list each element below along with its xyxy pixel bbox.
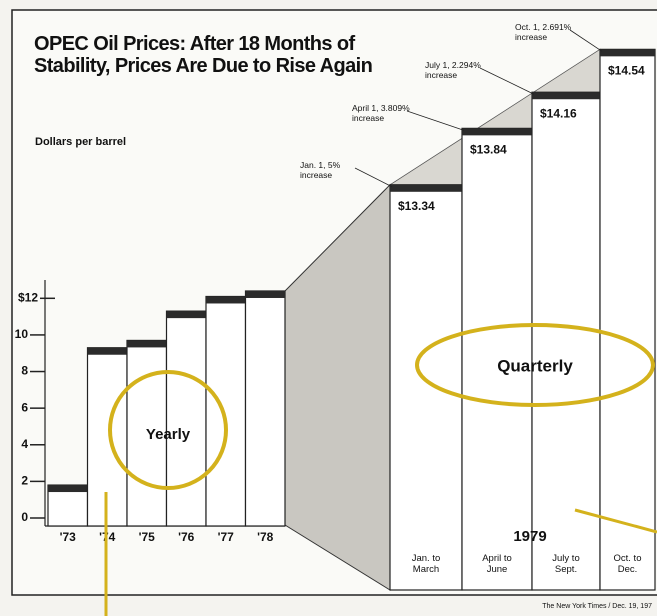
bar	[244, 290, 286, 527]
bar-cap	[166, 311, 206, 319]
leader-line	[406, 110, 465, 131]
y-tick-label: 2	[21, 474, 28, 488]
x-tick-label-box: Oct. to Dec.	[613, 553, 642, 575]
title-box: OPEC Oil Prices: After 18 Months of Stab…	[34, 33, 373, 77]
bar-cap	[390, 184, 462, 192]
chart-title: OPEC Oil Prices: After 18 Months of Stab…	[34, 33, 373, 77]
x-tick-label-box: April to June	[482, 553, 512, 575]
y-tick-label: 4	[21, 437, 28, 451]
bar-cap	[462, 128, 532, 136]
bar-cap	[206, 296, 246, 304]
annotation: Oct. 1, 2.691% increase	[515, 22, 572, 42]
x-tick-label-box: July to Sept.	[552, 553, 580, 575]
bar	[599, 48, 656, 591]
bar	[165, 310, 207, 527]
panel-label: Quarterly	[497, 356, 573, 375]
leader-line	[479, 67, 535, 95]
annotation-box: Jan. 1, 5% increase	[300, 160, 341, 180]
bar-cap	[87, 347, 127, 355]
bar-cap	[48, 485, 88, 493]
x-tick-label: July to Sept.	[552, 553, 580, 575]
highlight-circle	[108, 370, 228, 490]
y-tick-label: 8	[21, 364, 28, 378]
x-tick-label: April to June	[482, 553, 512, 575]
subtitle: Dollars per barrel	[35, 136, 126, 148]
panel-label: Yearly	[146, 426, 191, 443]
bar	[389, 184, 463, 591]
highlight-line	[574, 508, 657, 534]
year-label: 1979	[513, 528, 546, 545]
plot: 0246810$12'73'74'75'76'77'78Yearly$13.34…	[15, 22, 657, 616]
x-tick-label: Oct. to Dec.	[613, 553, 642, 575]
x-tick-label: '78	[257, 530, 274, 544]
bar-cap	[245, 290, 285, 298]
bar-cap	[127, 340, 167, 348]
leader-line	[354, 167, 393, 188]
x-tick-label: '73	[60, 530, 77, 544]
annotation: Jan. 1, 5% increase	[300, 160, 341, 180]
x-tick-label: Jan. to March	[411, 553, 441, 575]
annotation: April 1, 3.809% increase	[352, 103, 410, 123]
x-tick-label: '77	[218, 530, 235, 544]
value-label: $13.34	[398, 199, 435, 213]
annotation-box: July 1, 2.294% increase	[425, 60, 481, 80]
y-tick-label: 6	[21, 400, 28, 414]
bar-cap	[532, 92, 600, 100]
value-label: $14.16	[540, 106, 577, 120]
y-tick-label: $12	[18, 290, 38, 304]
leader-line	[569, 29, 603, 52]
x-tick-label: '75	[139, 530, 156, 544]
source: The New York Times / Dec. 19, 197	[542, 603, 652, 610]
y-tick-label: 10	[15, 327, 29, 341]
x-tick-label-box: Jan. to March	[411, 553, 441, 575]
highlight-ellipse	[415, 323, 655, 407]
value-label: $13.84	[470, 143, 507, 157]
bar	[205, 295, 247, 527]
annotation-box: April 1, 3.809% increase	[352, 103, 410, 123]
annotation: July 1, 2.294% increase	[425, 60, 481, 80]
bar-cap	[600, 49, 655, 57]
value-label: $14.54	[608, 64, 645, 78]
x-tick-label: '76	[178, 530, 195, 544]
annotation-box: Oct. 1, 2.691% increase	[515, 22, 572, 42]
y-tick-label: 0	[21, 510, 28, 524]
